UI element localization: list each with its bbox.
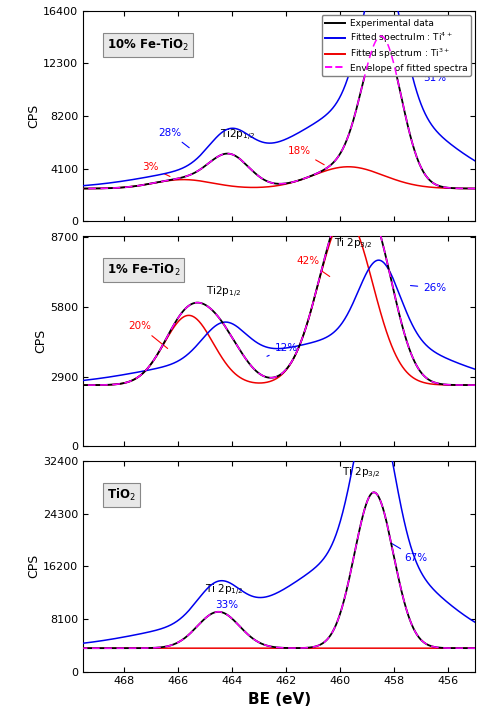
Text: 18%: 18%: [288, 146, 324, 165]
Text: 28%: 28%: [158, 128, 189, 148]
X-axis label: BE (eV): BE (eV): [248, 692, 311, 707]
Text: Ti 2p$_{3/2}$: Ti 2p$_{3/2}$: [334, 237, 373, 252]
Y-axis label: CPS: CPS: [27, 104, 41, 129]
Text: Ti2p$_{1/2}$: Ti2p$_{1/2}$: [206, 285, 242, 300]
Text: Ti 2p$_{1/2}$: Ti 2p$_{1/2}$: [205, 583, 243, 598]
Text: Ti 2p$_{3/2}$: Ti 2p$_{3/2}$: [340, 28, 378, 43]
Text: TiO$_2$: TiO$_2$: [107, 487, 135, 503]
Text: 1% Fe-TiO$_2$: 1% Fe-TiO$_2$: [107, 262, 180, 278]
Y-axis label: CPS: CPS: [27, 554, 40, 579]
Text: 3%: 3%: [143, 163, 170, 176]
Text: 26%: 26%: [411, 282, 446, 293]
Text: 67%: 67%: [391, 543, 427, 563]
Text: 12%: 12%: [267, 343, 297, 356]
Text: 51%: 51%: [402, 66, 446, 83]
Text: 42%: 42%: [296, 256, 330, 277]
Text: Ti 2p$_{3/2}$: Ti 2p$_{3/2}$: [343, 466, 381, 481]
Legend: Experimental data, Fitted spectrulm : Ti$^{4+}$, Fitted spectrum : Ti$^{3+}$, En: Experimental data, Fitted spectrulm : Ti…: [321, 15, 471, 76]
Text: Ti2p$_{1/2}$: Ti2p$_{1/2}$: [220, 128, 255, 143]
Text: 10% Fe-TiO$_2$: 10% Fe-TiO$_2$: [107, 37, 189, 53]
Y-axis label: CPS: CPS: [34, 329, 48, 354]
Text: 20%: 20%: [128, 321, 168, 348]
Text: 33%: 33%: [215, 600, 238, 611]
